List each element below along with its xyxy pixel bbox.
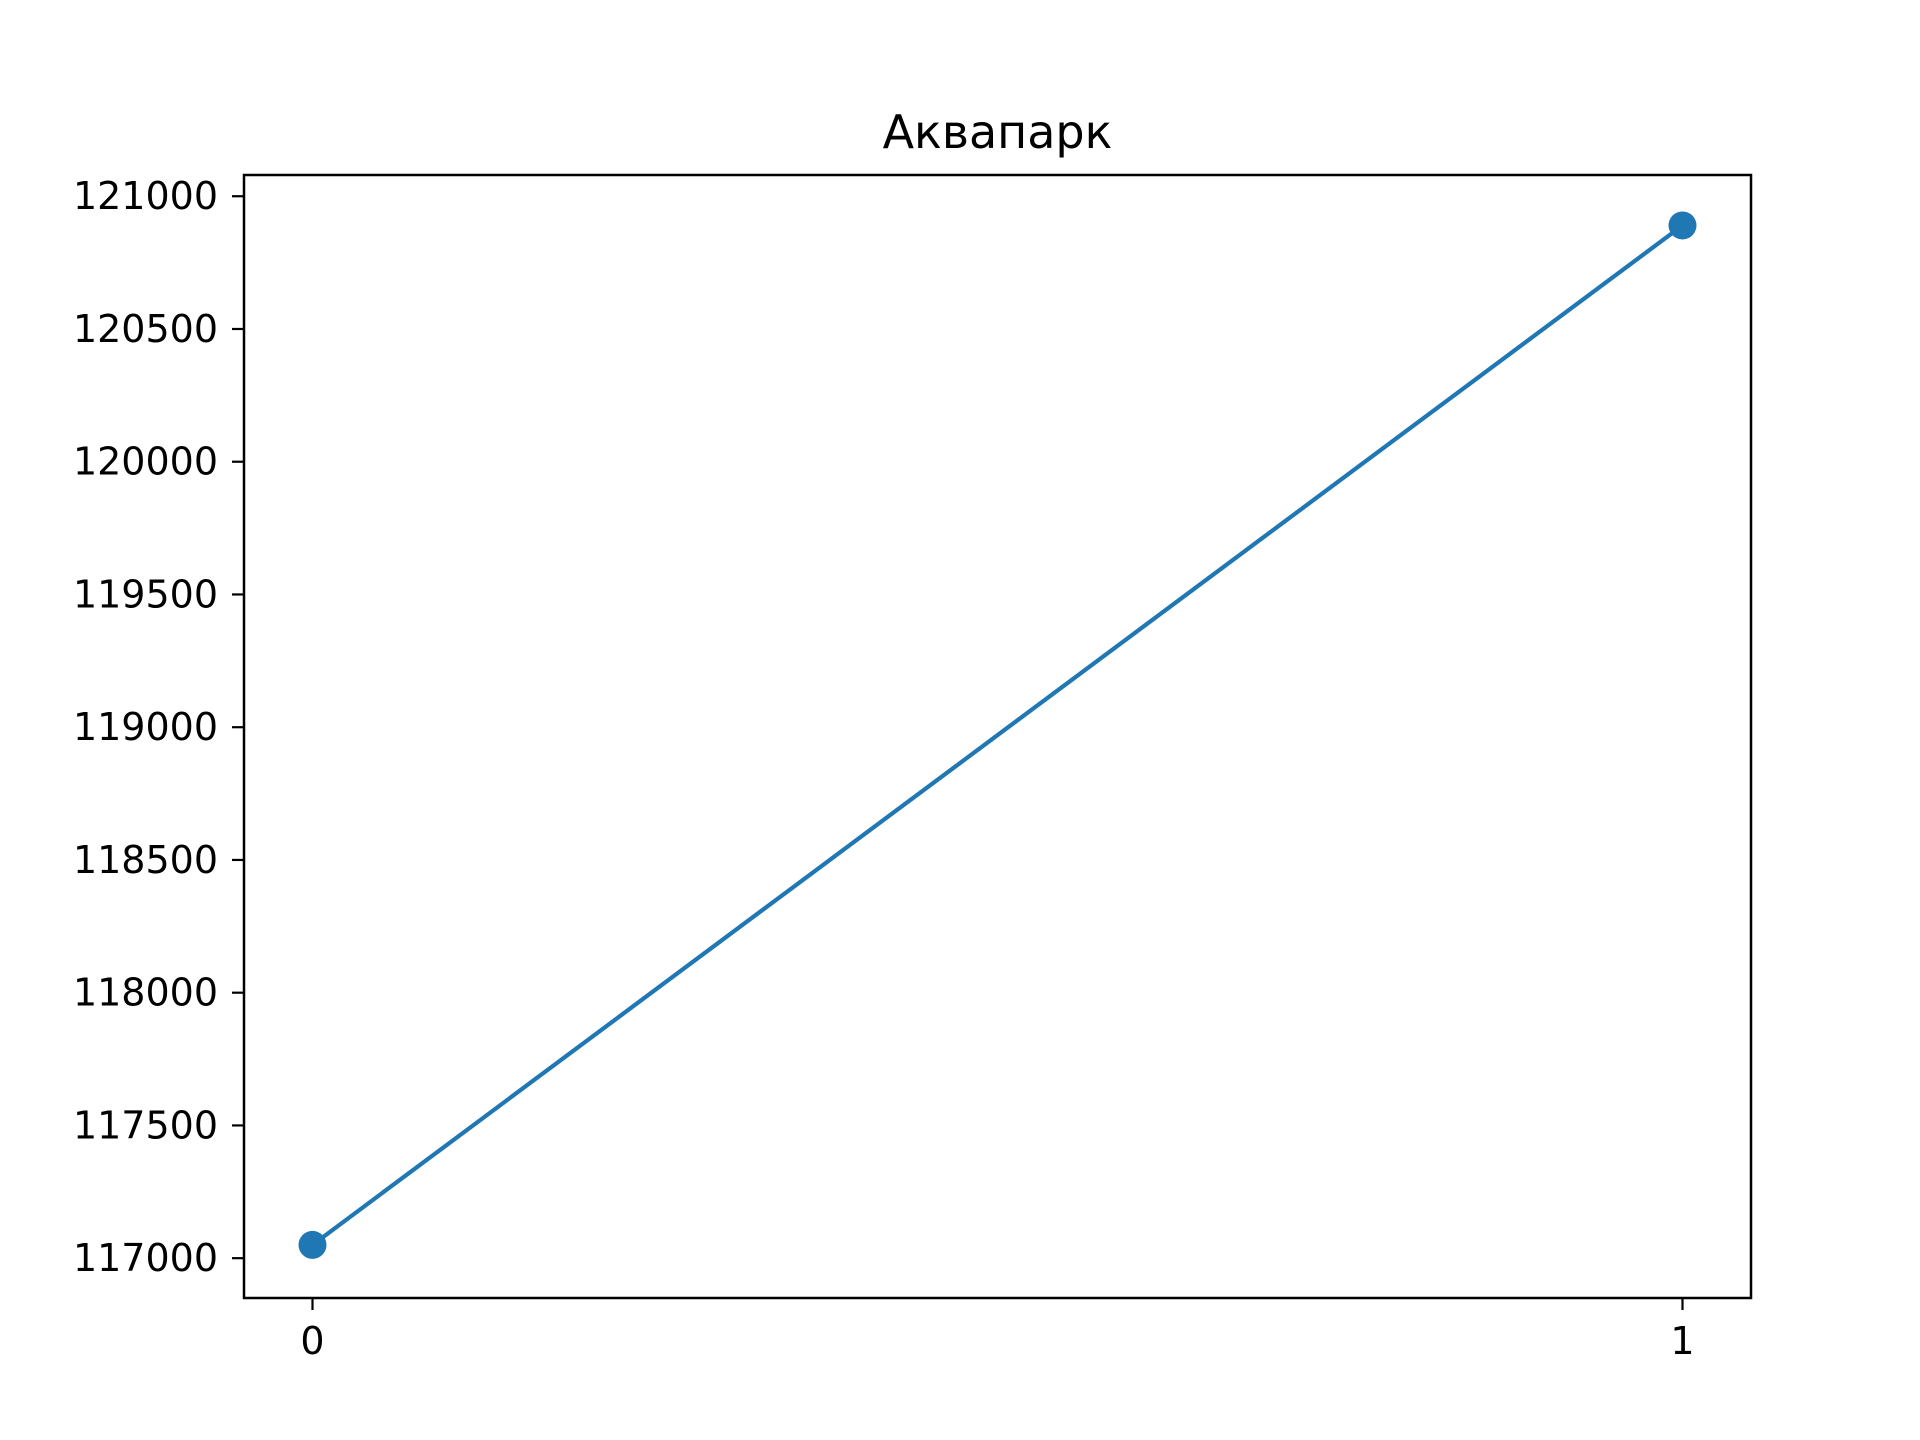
chart-title: Аквапарк — [883, 105, 1113, 159]
series-line — [311, 223, 1684, 1247]
y-tick-label: 118500 — [73, 838, 218, 882]
x-tick-label: 1 — [1670, 1319, 1694, 1363]
y-tick-label: 119500 — [73, 572, 218, 616]
y-tick-label: 120000 — [73, 440, 218, 484]
y-tick-label: 117500 — [73, 1103, 218, 1147]
y-axis: 117000 117500 118000 118500 119000 119500 1200… — [73, 174, 244, 1280]
data-point — [1668, 211, 1697, 240]
plot-area-frame — [242, 173, 1753, 1300]
y-tick-label: 118000 — [73, 971, 218, 1015]
data-point — [298, 1230, 327, 1259]
x-tick-label: 0 — [300, 1319, 324, 1363]
y-tick-label: 117000 — [73, 1236, 218, 1280]
series-layer — [298, 211, 1697, 1259]
y-tick-label: 119000 — [73, 705, 218, 749]
y-tick-label: 120500 — [73, 307, 218, 351]
y-tick-label: 121000 — [73, 174, 218, 218]
